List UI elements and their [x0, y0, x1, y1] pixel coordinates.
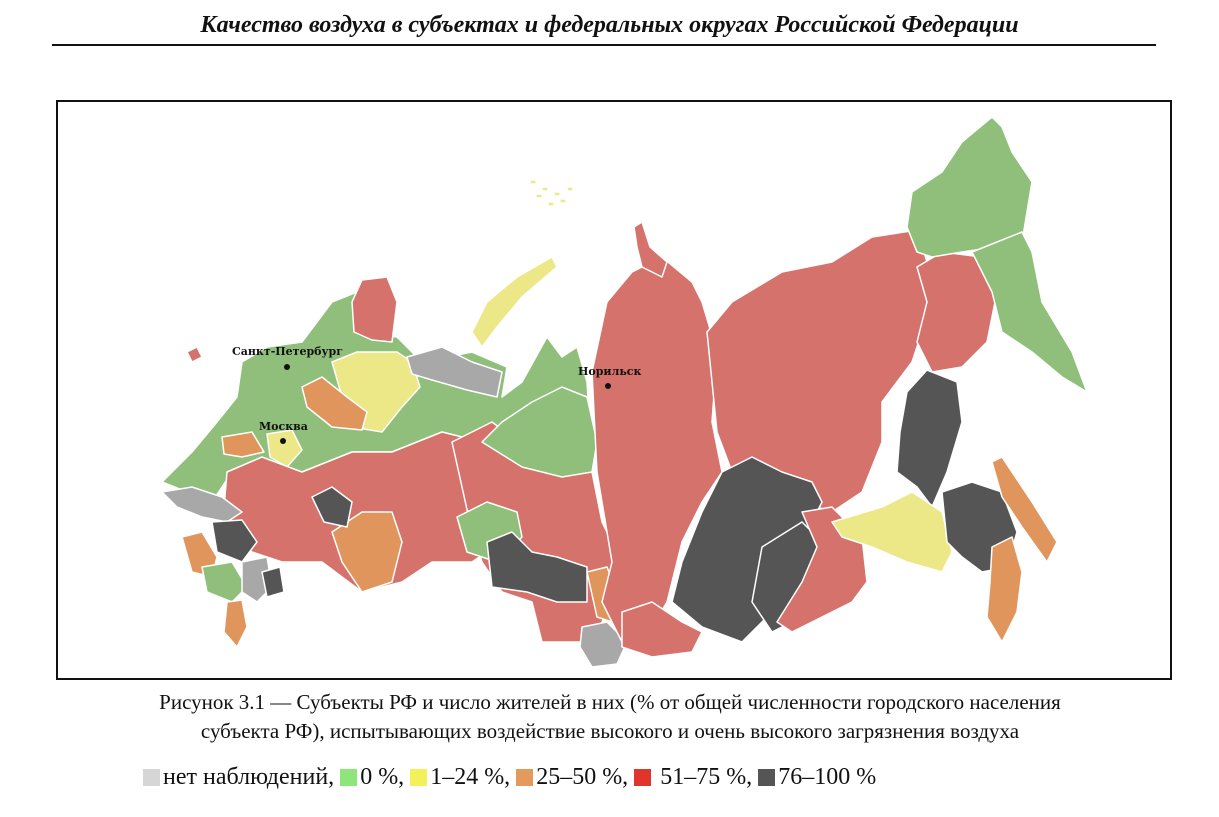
region-sakhalin: [991, 456, 1058, 563]
region-magadan: [916, 251, 998, 373]
legend-label-51-75: 51–75 %,: [654, 764, 759, 790]
region-caucasus-grey: [161, 486, 243, 523]
city-norilsk: Норильск: [578, 365, 641, 389]
arctic-island: [559, 198, 567, 204]
map-frame: Санкт-Петербург Москва Норильск: [56, 100, 1172, 680]
region-novaya-zemlya: [471, 256, 558, 348]
map-legend: нет наблюдений, 0 %, 1–24 %, 25–50 %, 51…: [143, 764, 876, 791]
region-amur-yellow: [831, 491, 953, 573]
legend-label-76-100: 76–100 %: [778, 764, 877, 790]
region-vologda: [301, 376, 368, 431]
legend-swatch-76-100: [758, 769, 776, 786]
region-caucasus-dark: [211, 519, 258, 563]
city-label-norilsk: Норильск: [578, 365, 641, 378]
caption-line-1: Рисунок 3.1 — Субъекты РФ и число жителе…: [159, 690, 1061, 714]
arctic-island: [553, 191, 561, 197]
region-tuva-red: [621, 601, 703, 658]
legend-swatch-no-data: [143, 769, 160, 786]
region-taimyr-islands: [633, 221, 668, 278]
region-altai-rep-grey: [579, 621, 628, 668]
legend-swatch-25-50: [516, 769, 534, 786]
region-caucasus-orange-tip: [223, 599, 248, 648]
region-penza-dark: [311, 486, 353, 528]
russia-choropleth-map: Санкт-Петербург Москва Норильск: [161, 116, 1088, 668]
region-kamchatka: [971, 231, 1088, 393]
figure-caption: Рисунок 3.1 — Субъекты РФ и число жителе…: [60, 688, 1160, 746]
arctic-island: [566, 186, 574, 192]
city-label-moscow: Москва: [259, 420, 308, 433]
city-st-petersburg: Санкт-Петербург: [232, 345, 343, 370]
arctic-island: [541, 186, 549, 192]
region-west-orange: [221, 431, 265, 458]
legend-swatch-1-24: [410, 769, 428, 786]
region-tyumen-green: [481, 386, 598, 478]
legend-swatch-0: [340, 769, 358, 786]
region-south-green: [201, 561, 248, 603]
legend-swatch-51-75: [634, 769, 652, 786]
region-moscow: [266, 429, 303, 468]
region-chukotka: [906, 116, 1033, 258]
city-label-st-petersburg: Санкт-Петербург: [232, 345, 343, 358]
region-orange-ural: [331, 511, 403, 593]
legend-label-0: 0 %,: [360, 764, 411, 790]
caption-line-2: субъекта РФ), испытывающих воздействие в…: [200, 719, 1020, 743]
region-kaliningrad: [186, 346, 203, 363]
legend-label-1-24: 1–24 %,: [430, 764, 517, 790]
legend-label-no-data: нет наблюдений,: [163, 764, 341, 790]
region-south-grey: [241, 556, 273, 603]
region-nenets: [406, 346, 503, 398]
region-kemerovo-dark: [486, 531, 588, 603]
arctic-island: [529, 179, 537, 185]
region-dagestan-dark: [261, 566, 285, 598]
region-kola: [351, 276, 398, 343]
title-rule: [52, 44, 1156, 46]
legend-label-25-50: 25–50 %,: [536, 764, 635, 790]
region-primorye: [986, 536, 1023, 643]
arctic-island: [535, 193, 543, 199]
city-moscow: Москва: [259, 420, 308, 444]
region-khabarovsk-dark: [896, 369, 963, 508]
page-title: Качество воздуха в субъектах и федеральн…: [200, 12, 1019, 38]
arctic-island: [547, 201, 555, 207]
